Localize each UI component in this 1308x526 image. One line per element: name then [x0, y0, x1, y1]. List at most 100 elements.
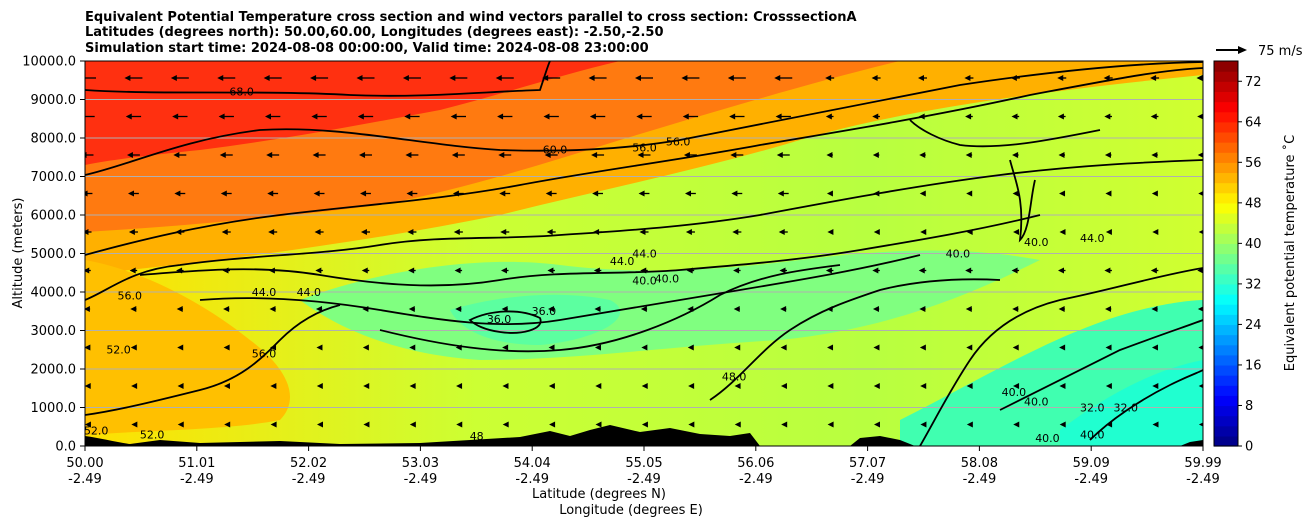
contour-line [468, 310, 542, 334]
y-tick-label: 7000.0 [31, 170, 77, 185]
wind-vector [731, 190, 743, 197]
field-cyan-lower-right [1060, 360, 1203, 446]
wind-vector [312, 152, 326, 158]
wind-vector [682, 113, 699, 120]
wind-vector [919, 306, 926, 312]
wind-vector [1105, 306, 1112, 312]
wind-vector [218, 113, 234, 120]
wind-vector [730, 152, 744, 158]
wind-vector [1104, 267, 1112, 274]
wind-vector [1059, 190, 1066, 197]
colorbar-band [1214, 283, 1238, 295]
colorbar-tick-label: 16 [1245, 358, 1262, 373]
wind-vector [176, 267, 184, 274]
contour-label: 44.0 [632, 247, 657, 260]
contour-line [1009, 159, 1036, 243]
wind-vector [781, 421, 788, 428]
x-tick-label-lon: -2.49 [1074, 472, 1108, 487]
contour-line [199, 254, 921, 326]
wind-vector [357, 113, 374, 120]
colorbar-band [1214, 334, 1238, 346]
wind-vector [498, 152, 512, 158]
wind-vector [729, 113, 745, 120]
wind-vector [547, 267, 555, 274]
wind-vector [223, 344, 230, 351]
colorbar-tick-label: 48 [1245, 196, 1262, 211]
y-axis-label: Altitude (meters) [11, 198, 26, 309]
contour-label: 48.0 [722, 371, 747, 384]
colorbar-band [1214, 91, 1238, 103]
wind-vector [359, 152, 372, 158]
contour-line [85, 304, 341, 416]
wind-vector [267, 190, 279, 197]
colorbar-tick-label: 56 [1245, 156, 1262, 171]
wind-vector [919, 190, 926, 197]
colorbar-band [1214, 223, 1238, 234]
wind-vector [454, 267, 463, 274]
wind-vector [406, 190, 418, 197]
x-tick-label-lat: 57.07 [849, 456, 886, 471]
y-tick-label: 9000.0 [31, 93, 77, 108]
field-warm-lower-left [85, 260, 290, 435]
contour-label: 32.0 [1080, 401, 1105, 414]
wind-vector [456, 421, 463, 428]
wind-vector [827, 229, 834, 235]
wind-vector [637, 152, 651, 158]
wind-vector [125, 113, 142, 120]
wind-vector [177, 383, 184, 389]
wind-vector [688, 383, 695, 389]
wind-vector [174, 190, 186, 197]
contour-label: 40.0 [1080, 428, 1105, 441]
wind-vector [130, 344, 137, 351]
wind-vector [685, 229, 695, 235]
terrain [85, 425, 1203, 446]
y-tick-label: 10000.0 [22, 55, 76, 70]
wind-vector [873, 190, 880, 197]
wind-vector [965, 113, 973, 120]
contour-label: 52.0 [84, 424, 109, 437]
wind-vector [684, 190, 696, 197]
wind-vector [409, 421, 416, 428]
wind-vector [268, 229, 278, 235]
wind-vector [85, 421, 91, 428]
wind-vector [641, 344, 648, 351]
wind-vector [594, 306, 601, 312]
wind-vector [873, 344, 880, 351]
wind-vector [780, 383, 787, 389]
wind-vector [593, 267, 602, 274]
colorbar-tick-label: 32 [1245, 277, 1262, 292]
colorbar-band [1214, 324, 1238, 336]
colorbar-band [1214, 375, 1238, 386]
wind-vector [316, 344, 323, 351]
wind-vector [1151, 152, 1158, 158]
colorbar-tick-label: 72 [1245, 75, 1262, 90]
wind-vector [85, 383, 91, 389]
colorbar-band [1214, 111, 1238, 123]
colorbar-band [1214, 243, 1238, 255]
wind-vector [408, 267, 416, 274]
colorbar-band [1214, 172, 1238, 184]
wind-vector [314, 229, 324, 235]
wind-vector [966, 421, 973, 428]
wind-vector [641, 383, 648, 389]
wind-vector [175, 229, 185, 235]
wind-vector [405, 152, 419, 158]
wind-vector [543, 113, 559, 120]
wind-vector [502, 383, 509, 389]
contour-label: 56.0 [632, 141, 657, 154]
wind-vector [317, 421, 324, 428]
colorbar-band [1214, 101, 1238, 113]
wind-vectors [85, 75, 1203, 428]
y-tick-label: 4000.0 [31, 286, 77, 301]
wind-vector [269, 306, 276, 312]
colorbar-band [1214, 142, 1238, 153]
wind-vector [920, 383, 927, 389]
contour-label: 40.0 [1035, 432, 1060, 445]
colorbar-tick-label: 64 [1245, 115, 1262, 130]
wind-vector [270, 421, 277, 428]
x-tick-label-lat: 54.04 [514, 456, 551, 471]
wind-vector [129, 267, 138, 274]
wind-vector [1105, 344, 1112, 351]
wind-vector [85, 344, 91, 351]
wind-vector [638, 190, 650, 197]
